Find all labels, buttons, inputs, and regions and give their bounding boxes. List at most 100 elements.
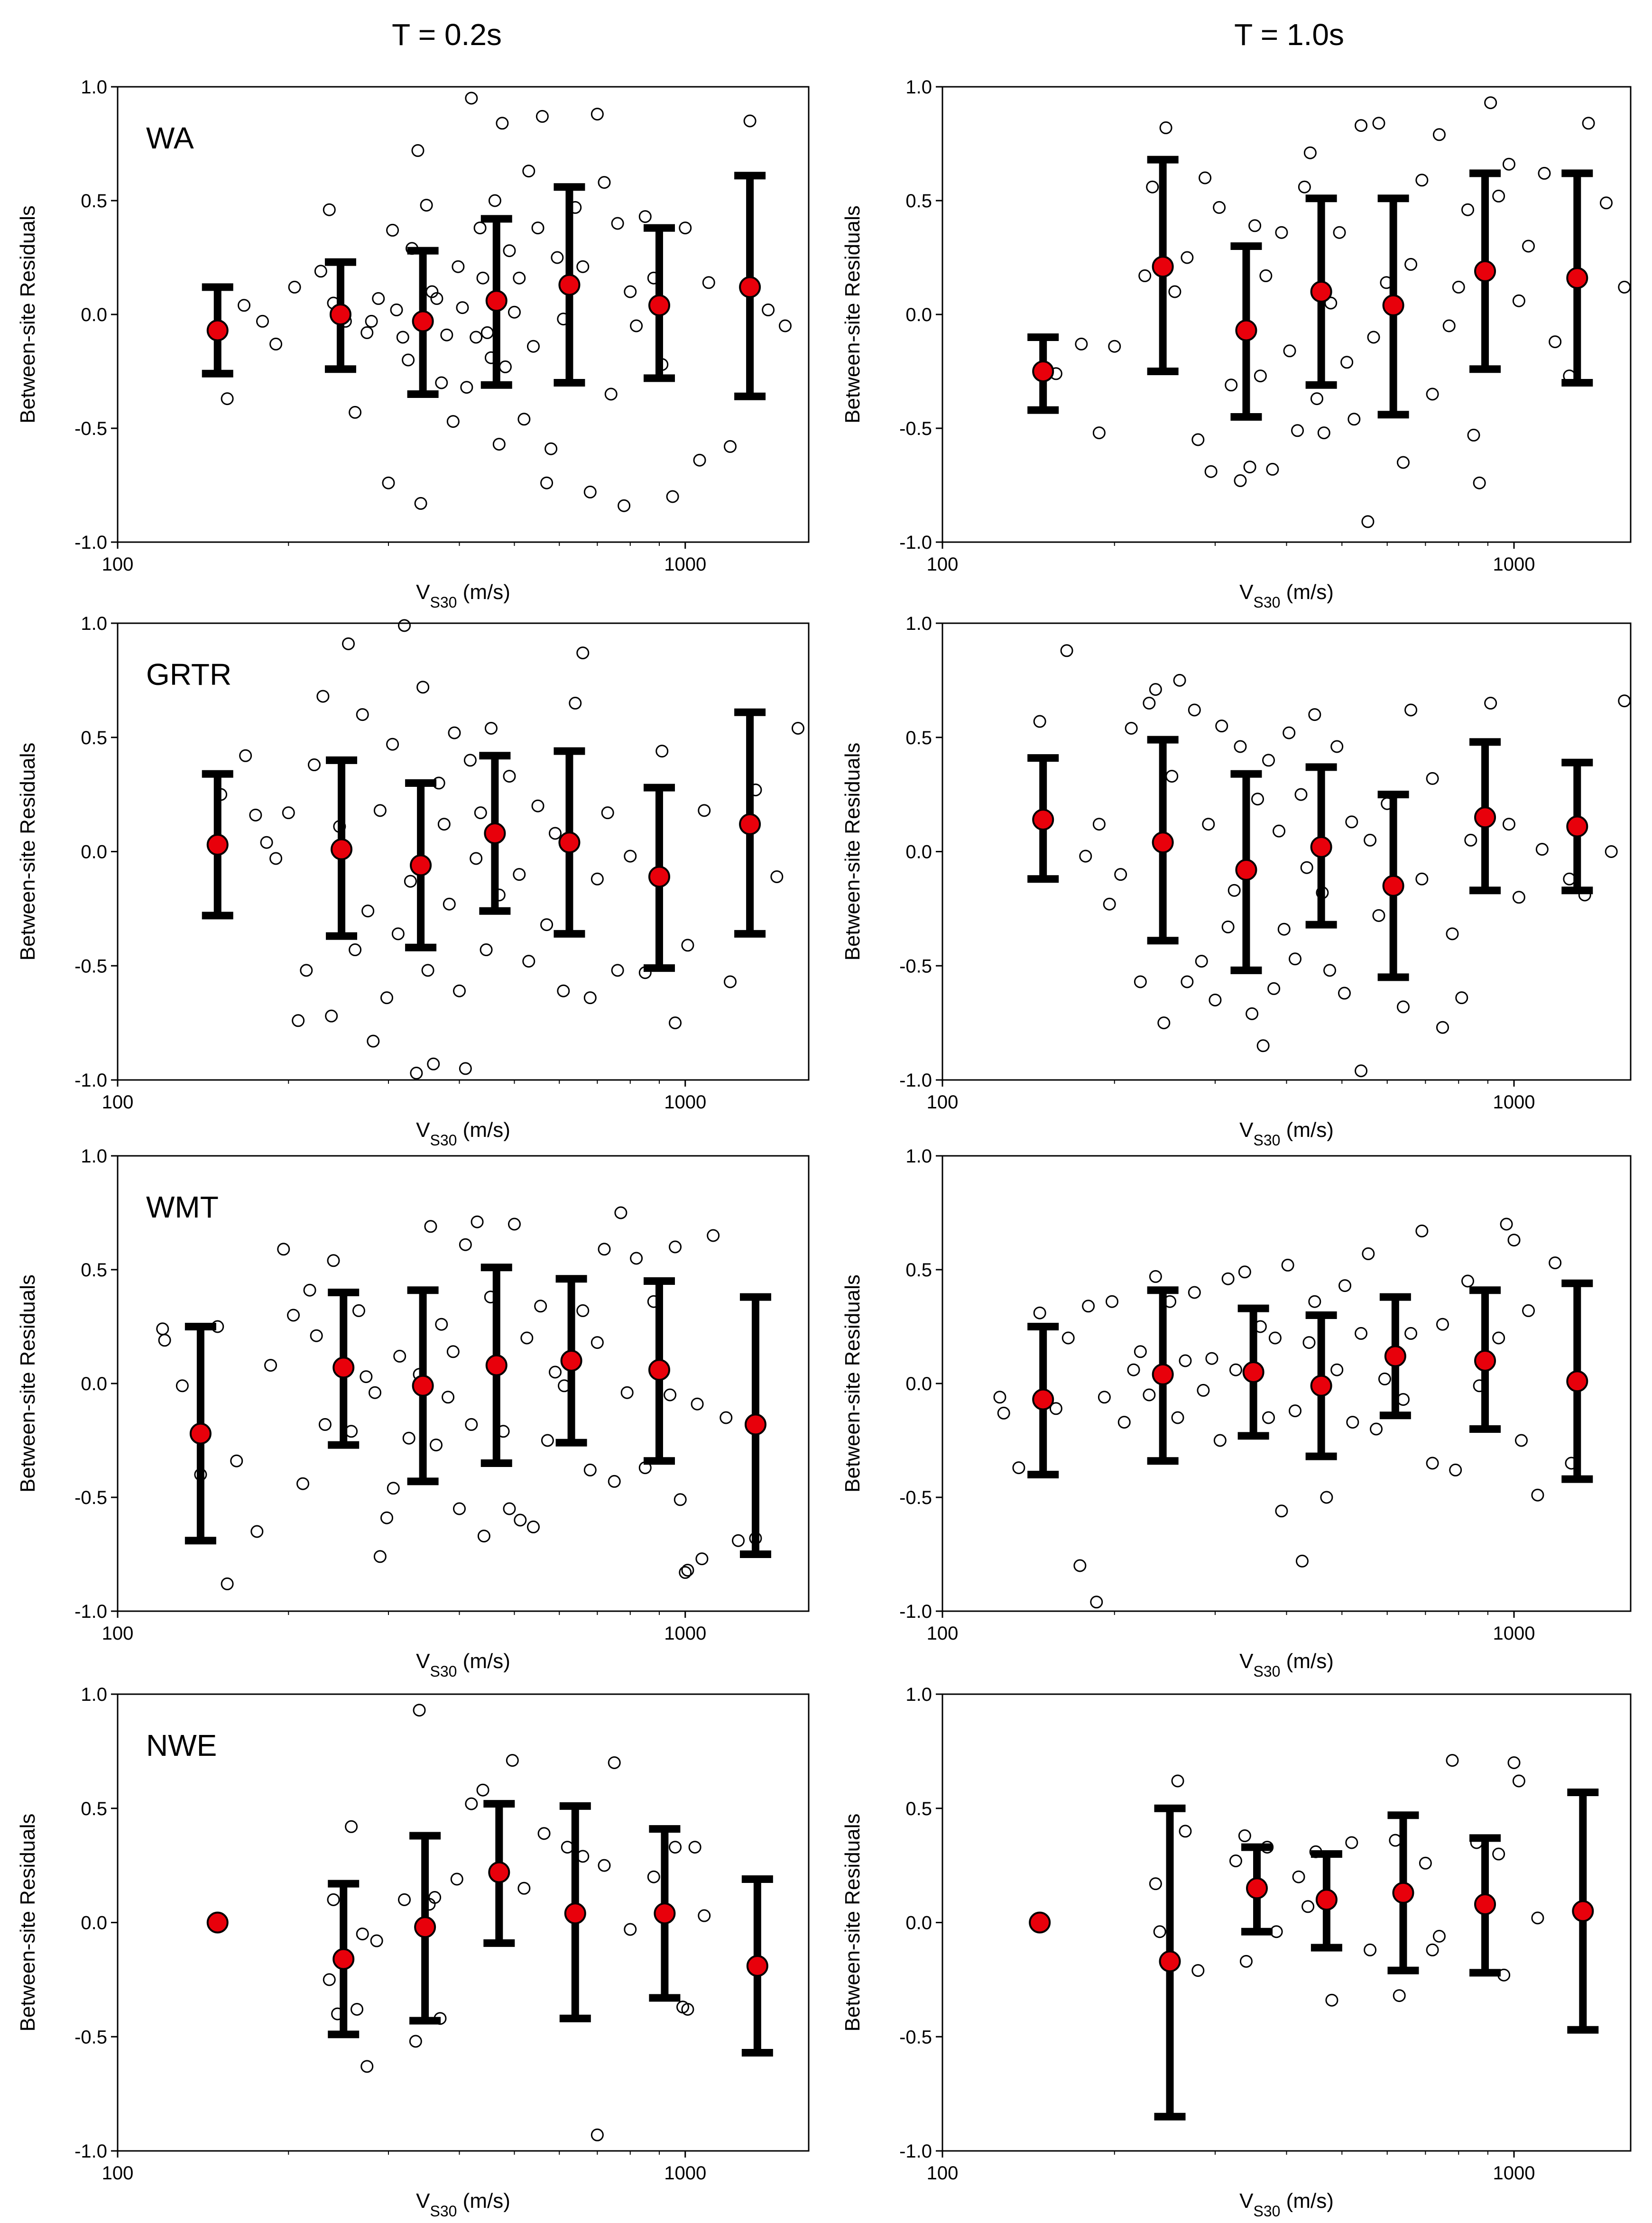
y-tick-label: -0.5: [899, 956, 932, 977]
data-point: [396, 331, 409, 344]
data-point: [522, 955, 535, 968]
data-point: [402, 353, 415, 367]
x-axis-label-main: V: [1239, 2189, 1254, 2213]
data-point: [476, 1783, 489, 1797]
x-axis-label-main: V: [416, 2189, 430, 2213]
data-point: [1345, 815, 1358, 829]
data-point: [598, 1859, 611, 1872]
data-point: [1549, 335, 1562, 349]
bin-mean-marker: [1474, 260, 1496, 282]
data-point: [569, 697, 582, 710]
data-point: [1275, 1504, 1288, 1518]
data-point: [591, 108, 604, 121]
data-point: [1531, 1911, 1544, 1925]
data-point: [1361, 515, 1375, 528]
data-point: [368, 1386, 381, 1399]
data-point: [402, 1431, 415, 1445]
data-point: [1502, 818, 1515, 831]
data-point: [520, 1331, 534, 1345]
data-point: [1143, 697, 1156, 710]
data-point: [669, 1240, 682, 1254]
data-point: [1396, 456, 1410, 469]
data-point: [310, 1329, 323, 1342]
y-axis-label: Between-site Residuals: [16, 1274, 39, 1493]
data-point: [1205, 1352, 1218, 1365]
x-tick-label: 100: [927, 1092, 959, 1113]
data-point: [1419, 1856, 1432, 1870]
data-point: [1289, 952, 1302, 966]
bin-mean-marker: [488, 1861, 510, 1883]
data-point: [277, 1243, 290, 1256]
data-point: [390, 303, 403, 316]
data-point: [307, 758, 321, 772]
bin-mean-marker: [1242, 1361, 1264, 1383]
x-axis-label-unit: (m/s): [1280, 1650, 1333, 1673]
data-point: [452, 260, 465, 273]
data-point: [1372, 117, 1385, 130]
data-point: [1138, 269, 1152, 282]
data-point: [480, 326, 494, 339]
x-tick-label: 1000: [664, 2163, 706, 2184]
data-point: [1225, 378, 1238, 392]
bin-mean-marker: [648, 1359, 670, 1381]
data-point: [1512, 891, 1525, 904]
data-point: [352, 1304, 365, 1317]
bin-mean-marker: [1474, 1893, 1496, 1915]
data-point: [1446, 927, 1459, 941]
data-point: [655, 745, 669, 758]
data-point: [506, 1754, 519, 1767]
bin-mean-marker: [744, 1413, 766, 1436]
y-tick-label: 1.0: [905, 1146, 932, 1167]
y-axis-label: Between-site Residuals: [16, 1814, 39, 2032]
data-point: [526, 1520, 540, 1533]
data-point: [608, 1475, 621, 1488]
data-point: [601, 806, 614, 820]
data-point: [1134, 975, 1147, 988]
data-point: [1507, 1234, 1521, 1247]
data-point: [349, 943, 362, 957]
y-tick-label: 1.0: [905, 1684, 932, 1705]
y-tick-label: -0.5: [74, 2027, 107, 2048]
data-point: [1378, 1372, 1391, 1385]
data-point: [681, 1564, 694, 1577]
data-point: [561, 1841, 574, 1854]
y-tick-label: 0.5: [81, 1260, 107, 1281]
x-axis-label-main: V: [1239, 1650, 1254, 1673]
data-point: [591, 2128, 604, 2141]
data-point: [249, 808, 262, 821]
data-point: [1372, 909, 1385, 922]
data-point: [1446, 1754, 1459, 1767]
data-point: [508, 1218, 521, 1231]
data-point: [325, 1009, 338, 1023]
data-point: [503, 1502, 516, 1515]
bin-mean-marker: [739, 813, 761, 835]
data-point: [1243, 461, 1256, 474]
data-point: [681, 2002, 694, 2016]
data-point: [1283, 344, 1296, 358]
data-point: [465, 1418, 478, 1431]
data-point: [762, 303, 775, 316]
data-point: [1618, 280, 1631, 294]
y-tick-label: 0.5: [905, 728, 932, 748]
y-tick-label: -1.0: [899, 1601, 932, 1622]
bin-mean-marker: [654, 1902, 676, 1925]
data-point: [156, 1322, 169, 1336]
bin-mean-marker: [206, 319, 229, 341]
data-point: [732, 1534, 745, 1547]
data-point: [1582, 117, 1595, 130]
data-point: [624, 849, 637, 863]
data-point: [1514, 1434, 1528, 1447]
data-point: [250, 1525, 264, 1538]
data-point: [1618, 694, 1631, 708]
data-point: [1310, 392, 1323, 406]
x-tick-label: 1000: [664, 554, 706, 575]
data-point: [1179, 1354, 1192, 1367]
data-point: [1442, 319, 1456, 332]
y-axis-label: Between-site Residuals: [16, 743, 39, 961]
data-point: [221, 1577, 234, 1590]
data-point: [669, 1016, 682, 1030]
data-point: [537, 1827, 551, 1840]
y-tick-label: -0.5: [74, 956, 107, 977]
data-point: [1262, 1411, 1275, 1424]
x-axis-label-subscript: S30: [430, 594, 457, 611]
